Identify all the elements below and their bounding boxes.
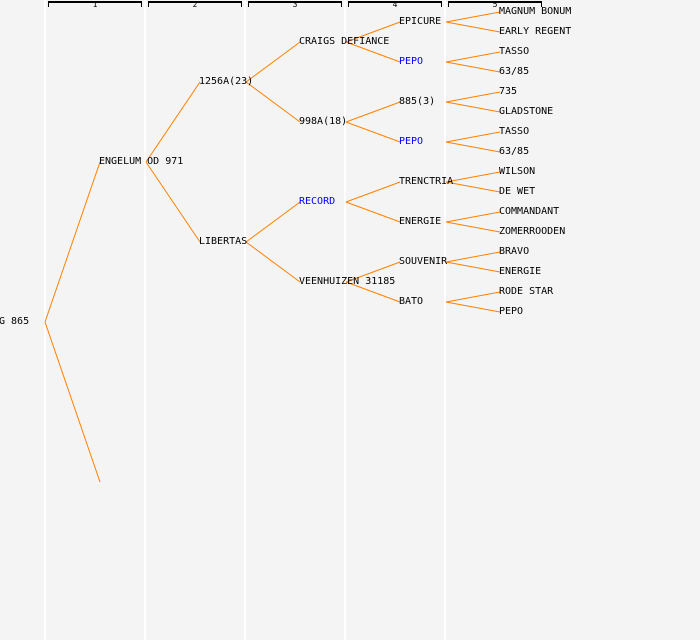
pedigree-link (345, 21, 401, 43)
ancestor-gen5[interactable]: BRAVO (499, 246, 530, 257)
ancestor-gen2[interactable]: 1256A(23) (199, 76, 254, 87)
generation-bracket (348, 1, 442, 7)
pedigree-link (445, 261, 501, 273)
column-divider (344, 0, 346, 640)
pedigree-link (345, 201, 401, 223)
ancestor-gen4[interactable]: BATO (399, 296, 424, 307)
ancestor-gen3[interactable]: 998A(18) (299, 116, 348, 127)
ancestor-gen4[interactable]: PEPO (399, 56, 424, 67)
pedigree-link (445, 101, 501, 113)
ancestor-gen5[interactable]: 735 (499, 86, 518, 97)
pedigree-link (445, 141, 501, 153)
pedigree-link (345, 261, 401, 283)
pedigree-link (245, 41, 301, 83)
ancestor-gen1[interactable]: ENGELUM OD 971 (99, 156, 184, 167)
pedigree-link (445, 251, 501, 263)
pedigree-link (445, 301, 501, 313)
generation-bracket (448, 1, 542, 7)
pedigree-link (345, 41, 401, 63)
generation-number: 5 (492, 0, 498, 9)
ancestor-gen5[interactable]: EARLY REGENT (499, 26, 572, 37)
pedigree-link (145, 81, 201, 163)
ancestor-gen5[interactable]: 63/85 (499, 146, 530, 157)
pedigree-link (445, 171, 501, 183)
pedigree-link (345, 121, 401, 143)
pedigree-link (445, 61, 501, 73)
pedigree-link (44, 161, 101, 323)
ancestor-gen4[interactable]: ENERGIE (399, 216, 442, 227)
root-variety[interactable]: G 865 (0, 316, 30, 327)
ancestor-gen4[interactable]: EPICURE (399, 16, 442, 27)
generation-number: 1 (92, 0, 98, 9)
generation-bracket (48, 1, 142, 7)
generation-bracket (148, 1, 242, 7)
pedigree-link (445, 131, 501, 143)
pedigree-link (445, 51, 501, 63)
pedigree-link (445, 11, 501, 23)
ancestor-gen5[interactable]: ZOMERROODEN (499, 226, 566, 237)
ancestor-gen4[interactable]: SOUVENIR (399, 256, 448, 267)
column-divider (144, 0, 146, 640)
ancestor-gen3[interactable]: RECORD (299, 196, 336, 207)
ancestor-gen5[interactable]: DE WET (499, 186, 536, 197)
pedigree-link (445, 91, 501, 103)
generation-number: 2 (192, 0, 198, 9)
column-divider (244, 0, 246, 640)
pedigree-link (145, 161, 201, 243)
pedigree-link (44, 321, 101, 483)
ancestor-gen3[interactable]: VEENHUIZEN 31185 (299, 276, 396, 287)
ancestor-gen5[interactable]: COMMANDANT (499, 206, 560, 217)
column-divider (44, 0, 46, 640)
pedigree-link (445, 221, 501, 233)
generation-bracket (248, 1, 342, 7)
generation-number: 4 (392, 0, 398, 9)
generation-number: 3 (292, 0, 298, 9)
ancestor-gen3[interactable]: CRAIGS DEFIANCE (299, 36, 390, 47)
ancestor-gen4[interactable]: PEPO (399, 136, 424, 147)
ancestor-gen4[interactable]: TRENCTRIA (399, 176, 454, 187)
pedigree-link (345, 281, 401, 303)
ancestor-gen5[interactable]: PEPO (499, 306, 524, 317)
pedigree-link (345, 181, 401, 203)
pedigree-link (245, 81, 301, 123)
ancestor-gen5[interactable]: TASSO (499, 46, 530, 57)
pedigree-link (245, 241, 301, 283)
pedigree-link (345, 101, 401, 123)
ancestor-gen5[interactable]: TASSO (499, 126, 530, 137)
pedigree-link (445, 291, 501, 303)
pedigree-link (445, 21, 501, 33)
ancestor-gen5[interactable]: MAGNUM BONUM (499, 6, 572, 17)
pedigree-link (445, 211, 501, 223)
pedigree-link (245, 201, 301, 243)
ancestor-gen5[interactable]: GLADSTONE (499, 106, 554, 117)
ancestor-gen2[interactable]: LIBERTAS (199, 236, 248, 247)
ancestor-gen5[interactable]: RODE STAR (499, 286, 554, 297)
ancestor-gen5[interactable]: ENERGIE (499, 266, 542, 277)
column-divider (444, 0, 446, 640)
pedigree-link (445, 181, 501, 193)
ancestor-gen5[interactable]: 63/85 (499, 66, 530, 77)
ancestor-gen5[interactable]: WILSON (499, 166, 536, 177)
ancestor-gen4[interactable]: 885(3) (399, 96, 436, 107)
